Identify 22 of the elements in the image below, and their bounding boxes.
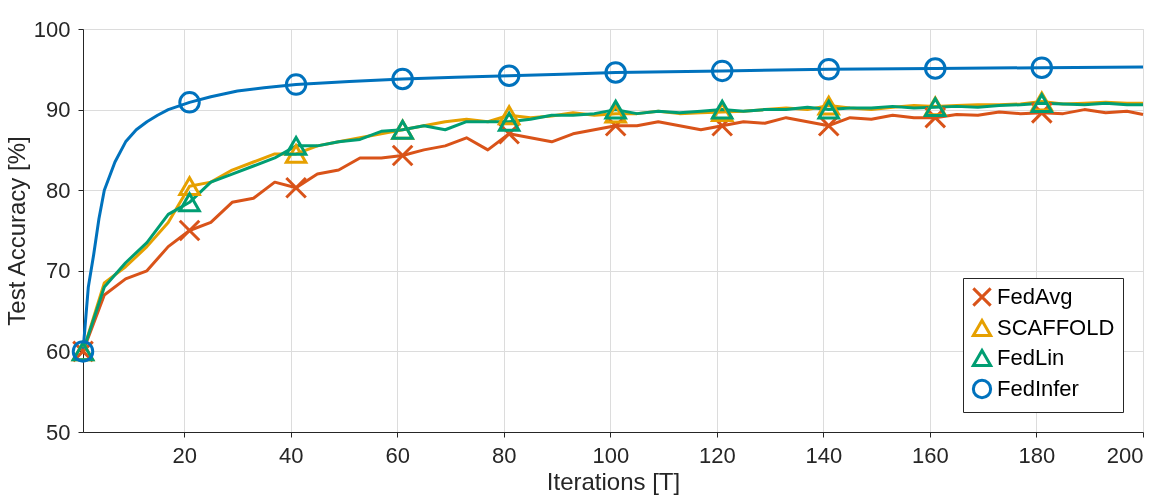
- x-tick-label: 120: [699, 442, 736, 468]
- y-axis-title: Test Accuracy [%]: [2, 136, 30, 326]
- x-tick-label: 160: [912, 442, 949, 468]
- x-tick-label: 60: [385, 442, 411, 468]
- x-tick-label: 20: [172, 442, 197, 468]
- y-tick-label: 100: [33, 16, 71, 42]
- x-axis-title: Iterations [T]: [546, 467, 681, 495]
- legend-label: FedLin: [997, 345, 1065, 370]
- x-tick-label: 100: [592, 442, 630, 468]
- y-tick-label: 70: [46, 258, 71, 284]
- y-tick-label: 80: [46, 177, 71, 203]
- y-tick-label: 90: [46, 97, 71, 123]
- x-tick-label: 180: [1018, 442, 1056, 468]
- y-tick-label: 50: [46, 419, 71, 445]
- legend-label: FedInfer: [997, 376, 1079, 401]
- x-tick-label: 140: [805, 442, 843, 468]
- x-tick-label: 40: [279, 442, 304, 468]
- legend-label: SCAFFOLD: [997, 315, 1115, 340]
- legend-label: FedAvg: [997, 284, 1073, 309]
- x-tick-label: 80: [492, 442, 517, 468]
- x-tick-label: 200: [1106, 442, 1144, 468]
- y-tick-label: 60: [46, 338, 71, 364]
